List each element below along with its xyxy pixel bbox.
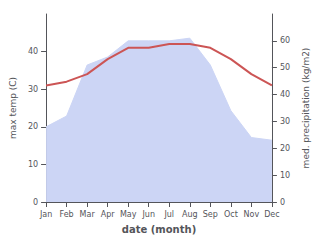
svg-text:med. precipitation (kg/m2): med. precipitation (kg/m2) (301, 48, 311, 169)
svg-text:May: May (120, 210, 137, 219)
svg-text:Feb: Feb (60, 210, 74, 219)
svg-text:max temp (C): max temp (C) (8, 77, 18, 139)
svg-text:30: 30 (28, 85, 38, 94)
svg-text:40: 40 (280, 90, 290, 99)
svg-text:10: 10 (280, 171, 290, 180)
svg-text:Dec: Dec (264, 210, 279, 219)
svg-text:30: 30 (280, 117, 290, 126)
svg-text:Jan: Jan (39, 210, 52, 219)
svg-text:Apr: Apr (101, 210, 116, 219)
svg-text:Oct: Oct (224, 210, 238, 219)
svg-text:Jul: Jul (163, 210, 174, 219)
svg-text:60: 60 (280, 36, 290, 45)
svg-text:50: 50 (280, 63, 290, 72)
svg-text:0: 0 (33, 198, 38, 207)
svg-text:Aug: Aug (182, 210, 198, 219)
svg-text:20: 20 (280, 144, 290, 153)
svg-text:Jun: Jun (141, 210, 155, 219)
svg-text:Nov: Nov (244, 210, 260, 219)
svg-text:0: 0 (280, 198, 285, 207)
svg-text:40: 40 (28, 47, 38, 56)
svg-text:Mar: Mar (80, 210, 96, 219)
svg-text:10: 10 (28, 160, 38, 169)
svg-text:date (month): date (month) (122, 224, 196, 235)
svg-text:20: 20 (28, 122, 38, 131)
svg-text:Sep: Sep (203, 210, 218, 219)
